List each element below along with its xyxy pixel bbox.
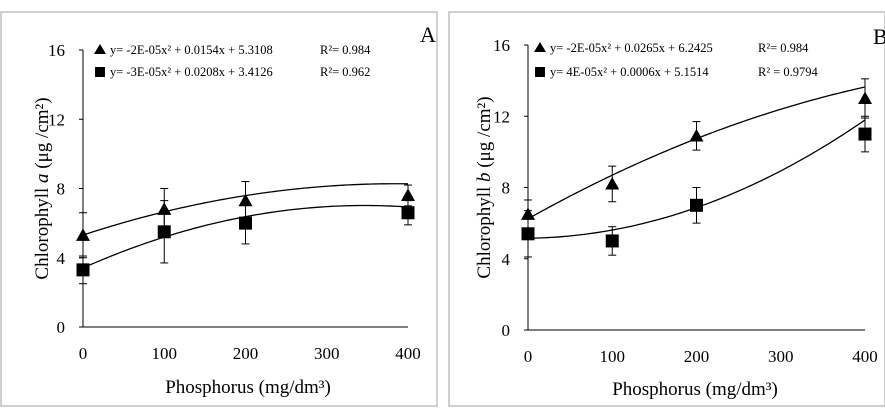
legend-r2-1: R²= 0.962 xyxy=(320,65,370,79)
series-1-point xyxy=(239,216,252,230)
x-tick-label: 200 xyxy=(684,347,710,366)
x-tick-label: 0 xyxy=(79,344,88,363)
y-axis-label-prefix: Chlorophyll xyxy=(474,182,495,279)
chart-panel-b: 0 4 8 12 16 0 100 200 300 400 Phosphorus (mg/dm³) C… xyxy=(448,0,885,409)
y-axis-label: Chlorophyll a (μg /cm²) xyxy=(32,97,53,279)
legend-r2-1: R² = 0.9794 xyxy=(758,65,819,79)
y-tick-label: 12 xyxy=(493,107,510,126)
y-axis-label-italic: a xyxy=(32,173,53,183)
panel-border xyxy=(448,11,885,407)
series-0-point xyxy=(238,193,253,207)
legend-marker-0 xyxy=(94,44,106,54)
legend-equation-1: y= 4E-05x² + 0.0006x + 5.1514 xyxy=(550,65,709,79)
y-axis-label-italic: b xyxy=(474,172,495,182)
panel-letter: B xyxy=(873,24,885,49)
panel-border xyxy=(0,11,438,407)
series-0-point xyxy=(858,91,872,105)
x-tick-label: 400 xyxy=(395,344,421,363)
legend-r2-0: R²= 0.984 xyxy=(758,41,809,55)
x-tick-label: 300 xyxy=(768,347,794,366)
y-tick-label: 8 xyxy=(57,180,66,199)
legend-equation-1: y= -3E-05x² + 0.0208x + 3.4126 xyxy=(110,65,273,79)
chart-panel-a: 0 4 8 12 16 0 100 200 300 400 Phosphorus (mg/dm³) C… xyxy=(0,0,440,409)
x-axis-label: Phosphorus (mg/dm³) xyxy=(612,379,778,400)
y-axis-label-suffix: (μg /cm²) xyxy=(474,96,495,172)
series-0-point xyxy=(605,176,620,190)
x-tick-label: 200 xyxy=(233,344,259,363)
x-tick-label: 100 xyxy=(152,344,178,363)
x-tick-label: 100 xyxy=(600,347,626,366)
x-tick-label: 0 xyxy=(524,347,533,366)
chart-b-svg: 0 4 8 12 16 0 100 200 300 400 Phosphorus (mg/dm³) C… xyxy=(448,11,885,407)
series-1-point xyxy=(521,227,535,241)
legend-marker-0 xyxy=(534,42,546,52)
y-tick-label: 0 xyxy=(502,321,511,340)
series-0-point xyxy=(689,128,704,142)
y-tick-label: 0 xyxy=(57,318,66,337)
y-axis-label: Chlorophyll b (μg /cm²) xyxy=(474,96,495,278)
panel-letter: A xyxy=(420,22,436,47)
chart-a-svg: 0 4 8 12 16 0 100 200 300 400 Phosphorus (mg/dm³) C… xyxy=(0,11,438,407)
legend-marker-1 xyxy=(535,67,545,77)
y-tick-label: 8 xyxy=(502,179,511,198)
x-axis-label: Phosphorus (mg/dm³) xyxy=(165,377,331,398)
y-tick-label: 4 xyxy=(57,249,66,268)
y-tick-label: 16 xyxy=(48,41,65,60)
y-axis-label-suffix: (μg /cm²) xyxy=(32,97,53,173)
legend-marker-1 xyxy=(95,67,105,77)
y-tick-label: 4 xyxy=(502,250,511,269)
y-tick-label: 16 xyxy=(493,36,510,55)
series-1-point xyxy=(690,198,703,212)
y-tick-label: 12 xyxy=(48,110,65,129)
series-1-point xyxy=(76,263,90,277)
legend-equation-0: y= -2E-05x² + 0.0265x + 6.2425 xyxy=(550,41,713,55)
series-1-point xyxy=(401,206,415,220)
legend-equation-0: y= -2E-05x² + 0.0154x + 5.3108 xyxy=(110,43,273,57)
x-tick-label: 300 xyxy=(314,344,340,363)
series-0-point xyxy=(76,228,90,241)
x-tick-label: 400 xyxy=(852,347,878,366)
series-0-point xyxy=(401,188,415,202)
series-1-point xyxy=(157,225,171,239)
y-axis-label-prefix: Chlorophyll xyxy=(32,183,53,280)
series-1-point xyxy=(605,234,619,248)
legend-r2-0: R²= 0.984 xyxy=(320,43,371,57)
series-1-point xyxy=(858,127,872,141)
